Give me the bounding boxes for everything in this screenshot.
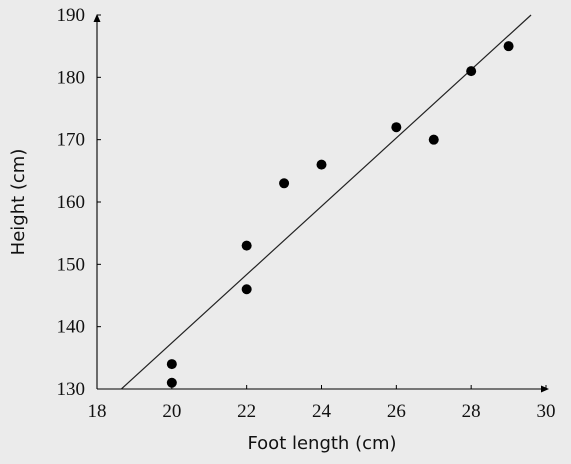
axes (93, 14, 549, 393)
x-tick-label: 18 (88, 401, 107, 422)
y-tick-label: 180 (57, 67, 86, 88)
trend-line (120, 14, 532, 390)
y-tick-label: 140 (57, 317, 86, 338)
data-point (503, 41, 514, 52)
y-tick-label: 130 (57, 379, 86, 400)
x-tick-label: 20 (162, 401, 181, 422)
y-ticks: 130 140 150 160 170 180 190 (57, 5, 101, 400)
x-tick-label: 28 (462, 401, 481, 422)
data-point (241, 284, 252, 295)
data-point (166, 377, 177, 388)
y-tick-label: 170 (57, 130, 86, 151)
x-tick-label: 24 (312, 401, 332, 422)
data-point (466, 66, 477, 77)
y-tick-label: 190 (57, 5, 86, 26)
data-point (241, 240, 252, 251)
x-ticks: 18 20 22 24 26 28 30 (88, 385, 556, 422)
data-point (391, 122, 402, 133)
y-axis-title: Height (cm) (8, 149, 29, 256)
x-tick-label: 30 (537, 401, 556, 422)
data-points (166, 41, 514, 388)
y-axis-arrow (93, 14, 101, 22)
y-tick-label: 160 (57, 192, 86, 213)
x-tick-label: 26 (387, 401, 406, 422)
data-point (279, 178, 290, 189)
x-axis-title: Foot length (cm) (247, 433, 396, 454)
x-tick-label: 22 (237, 401, 256, 422)
data-point (316, 159, 327, 170)
y-tick-label: 150 (57, 254, 86, 275)
x-axis-arrow (541, 385, 549, 393)
data-point (428, 134, 439, 145)
data-point (166, 359, 177, 370)
